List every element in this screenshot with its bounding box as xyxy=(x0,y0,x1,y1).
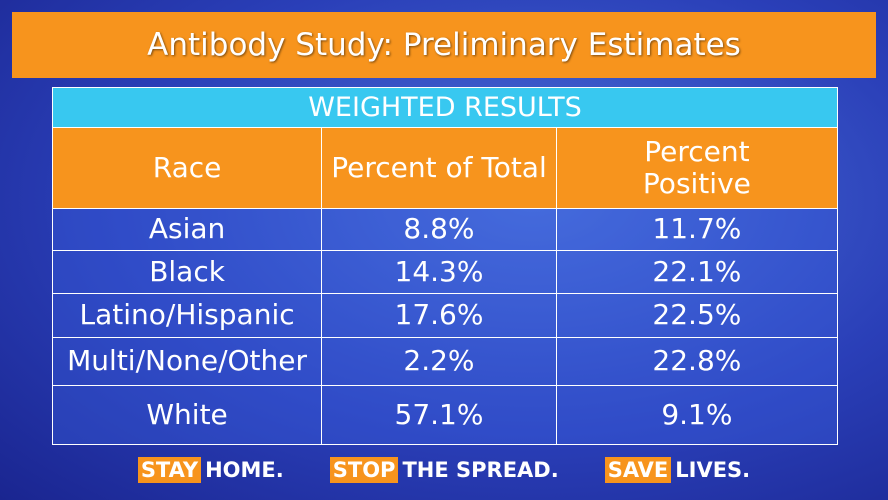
title-bar: Antibody Study: Preliminary Estimates xyxy=(12,12,876,78)
table-cell: 14.3% xyxy=(321,250,557,294)
slogan: STOP THE SPREAD. xyxy=(329,457,559,483)
table-cell: White xyxy=(51,385,323,445)
table-cell: 8.8% xyxy=(321,208,557,251)
table-cell: 2.2% xyxy=(321,337,557,386)
slogan-text: HOME. xyxy=(205,458,284,482)
slogan: SAVE LIVES. xyxy=(604,457,751,483)
table-cell: 57.1% xyxy=(321,385,557,445)
table-row: Black 14.3% 22.1% xyxy=(51,250,839,294)
table-cell: 17.6% xyxy=(321,293,557,338)
slogan-highlight: STAY xyxy=(137,457,202,483)
table-cell: 11.7% xyxy=(555,208,839,251)
slogan-text: LIVES. xyxy=(675,458,751,482)
footer: STAY HOME. STOP THE SPREAD. SAVE LIVES. xyxy=(0,457,888,483)
table-cell: Black xyxy=(51,250,323,294)
slogan-highlight: SAVE xyxy=(604,457,672,483)
column-header: Percent of Total xyxy=(321,127,557,209)
slogan-highlight: STOP xyxy=(329,457,399,483)
table-cell: 22.8% xyxy=(555,337,839,386)
table-cell: 22.1% xyxy=(555,250,839,294)
slogan: STAY HOME. xyxy=(137,457,284,483)
table-caption: WEIGHTED RESULTS xyxy=(52,87,838,128)
table-row: White 57.1% 9.1% xyxy=(51,385,839,445)
column-header: Percent Positive xyxy=(555,127,839,209)
table-cell: 22.5% xyxy=(555,293,839,338)
table-row: Latino/Hispanic 17.6% 22.5% xyxy=(51,293,839,338)
table-cell: Multi/None/Other xyxy=(51,337,323,386)
table-row: Asian 8.8% 11.7% xyxy=(51,208,839,251)
table-cell: 9.1% xyxy=(555,385,839,445)
table-row: Multi/None/Other 2.2% 22.8% xyxy=(51,337,839,386)
table-cell: Asian xyxy=(51,208,323,251)
column-header: Race xyxy=(51,127,323,209)
table-cell: Latino/Hispanic xyxy=(51,293,323,338)
results-table: WEIGHTED RESULTS Race Percent of Total Per… xyxy=(51,87,839,445)
slogan-text: THE SPREAD. xyxy=(402,458,559,482)
